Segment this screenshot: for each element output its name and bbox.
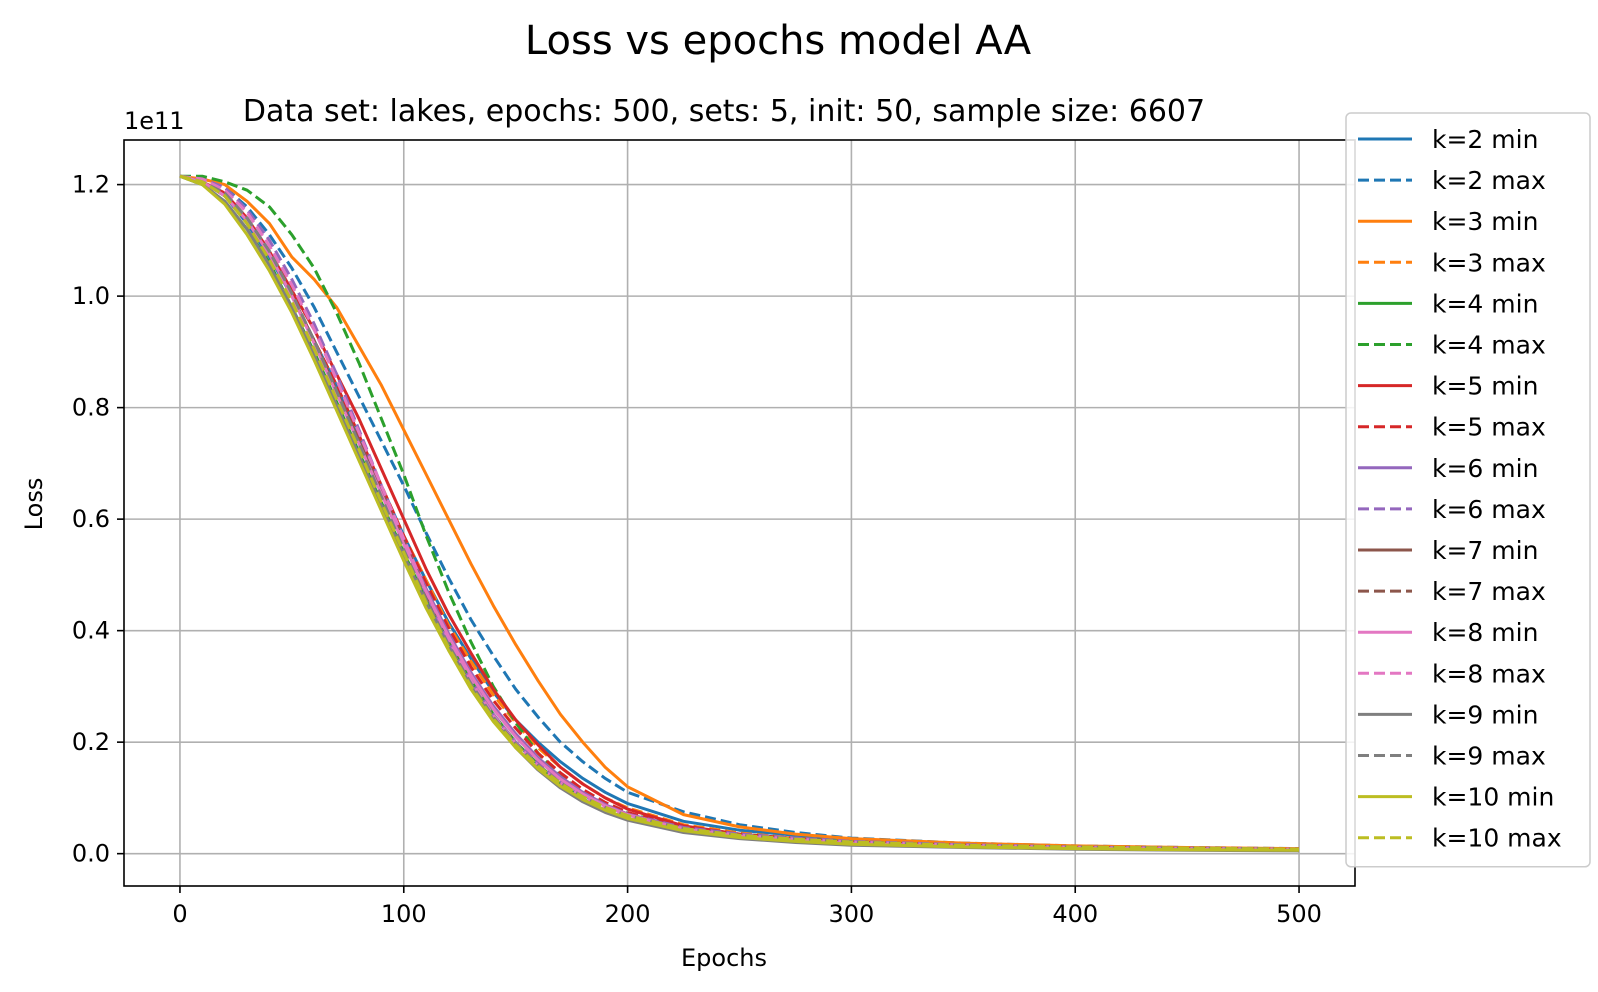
legend-label: k=2 min — [1432, 125, 1538, 154]
legend-label: k=8 min — [1432, 618, 1538, 647]
y-tick-label: 0.8 — [72, 394, 110, 422]
y-axis-label: Loss — [20, 478, 48, 531]
axis-ticks: 0 100 200 300 400 500 0.0 0.2 0.4 0.6 0.8 1.0 1.2 — [72, 171, 1322, 928]
y-tick-label: 1.0 — [72, 282, 110, 310]
series-line-k-8-max — [179, 174, 1300, 851]
y-tick-label: 1.2 — [72, 171, 110, 199]
legend-box — [1345, 112, 1591, 868]
series-line-k-4-max — [180, 174, 1300, 852]
x-axis-label: Epochs — [681, 944, 767, 972]
series-line-k-10-max — [179, 174, 1300, 851]
legend-label: k=5 max — [1432, 413, 1546, 442]
x-tick-label: 200 — [605, 900, 651, 928]
legend-label: k=3 max — [1432, 248, 1546, 277]
chart-subtitle: Data set: lakes, epochs: 500, sets: 5, i… — [243, 94, 1205, 129]
legend-label: k=3 min — [1432, 207, 1538, 236]
x-tick-label: 500 — [1276, 900, 1322, 928]
chart-title: Loss vs epochs model AA — [525, 18, 1032, 64]
series-line-k-10-min — [179, 174, 1300, 852]
y-tick-label: 0.0 — [72, 840, 110, 868]
legend-label: k=4 max — [1432, 331, 1546, 360]
series-line-k-3-max — [179, 174, 1300, 852]
legend-label: k=10 min — [1432, 783, 1554, 812]
series-line-k-2-min — [179, 174, 1300, 851]
grid — [124, 140, 1355, 886]
y-scale-note: 1e11 — [124, 107, 185, 135]
y-tick-label: 0.6 — [72, 505, 110, 533]
x-tick-label: 300 — [829, 900, 875, 928]
series-line-k-9-max — [179, 174, 1300, 851]
series-line-k-6-max — [179, 174, 1300, 851]
legend-label: k=5 min — [1432, 372, 1538, 401]
legend: k=2 min k=2 max k=3 min k=3 max k=4 min k=4 m… — [1345, 112, 1591, 868]
x-tick-label: 400 — [1052, 900, 1098, 928]
series-line-k-4-min — [179, 174, 1300, 852]
series-line-k-3-min — [179, 174, 1300, 851]
series-line-k-7-max — [179, 174, 1300, 852]
legend-label: k=7 min — [1432, 536, 1538, 565]
series-line-k-5-min — [179, 174, 1300, 852]
x-tick-label: 0 — [172, 900, 187, 928]
series-line-k-7-min — [179, 174, 1300, 852]
y-tick-label: 0.4 — [72, 617, 110, 645]
legend-label: k=7 max — [1432, 577, 1546, 606]
y-tick-label: 0.2 — [72, 728, 110, 756]
series-line-k-8-min — [179, 174, 1300, 852]
legend-label: k=6 max — [1432, 495, 1546, 524]
legend-label: k=6 min — [1432, 454, 1538, 483]
legend-label: k=4 min — [1432, 289, 1538, 318]
plot-area-frame — [123, 139, 1356, 887]
legend-label: k=9 max — [1432, 742, 1546, 771]
legend-label: k=8 max — [1432, 659, 1546, 688]
series-line-k-2-max — [179, 174, 1300, 851]
legend-label: k=2 max — [1432, 166, 1546, 195]
series-lines — [179, 174, 1300, 853]
series-line-k-6-min — [179, 174, 1300, 852]
series-line-k-9-min — [179, 174, 1300, 853]
series-line-k-5-max — [179, 174, 1300, 852]
legend-label: k=10 max — [1432, 824, 1562, 853]
legend-label: k=9 min — [1432, 700, 1538, 729]
x-tick-label: 100 — [381, 900, 427, 928]
